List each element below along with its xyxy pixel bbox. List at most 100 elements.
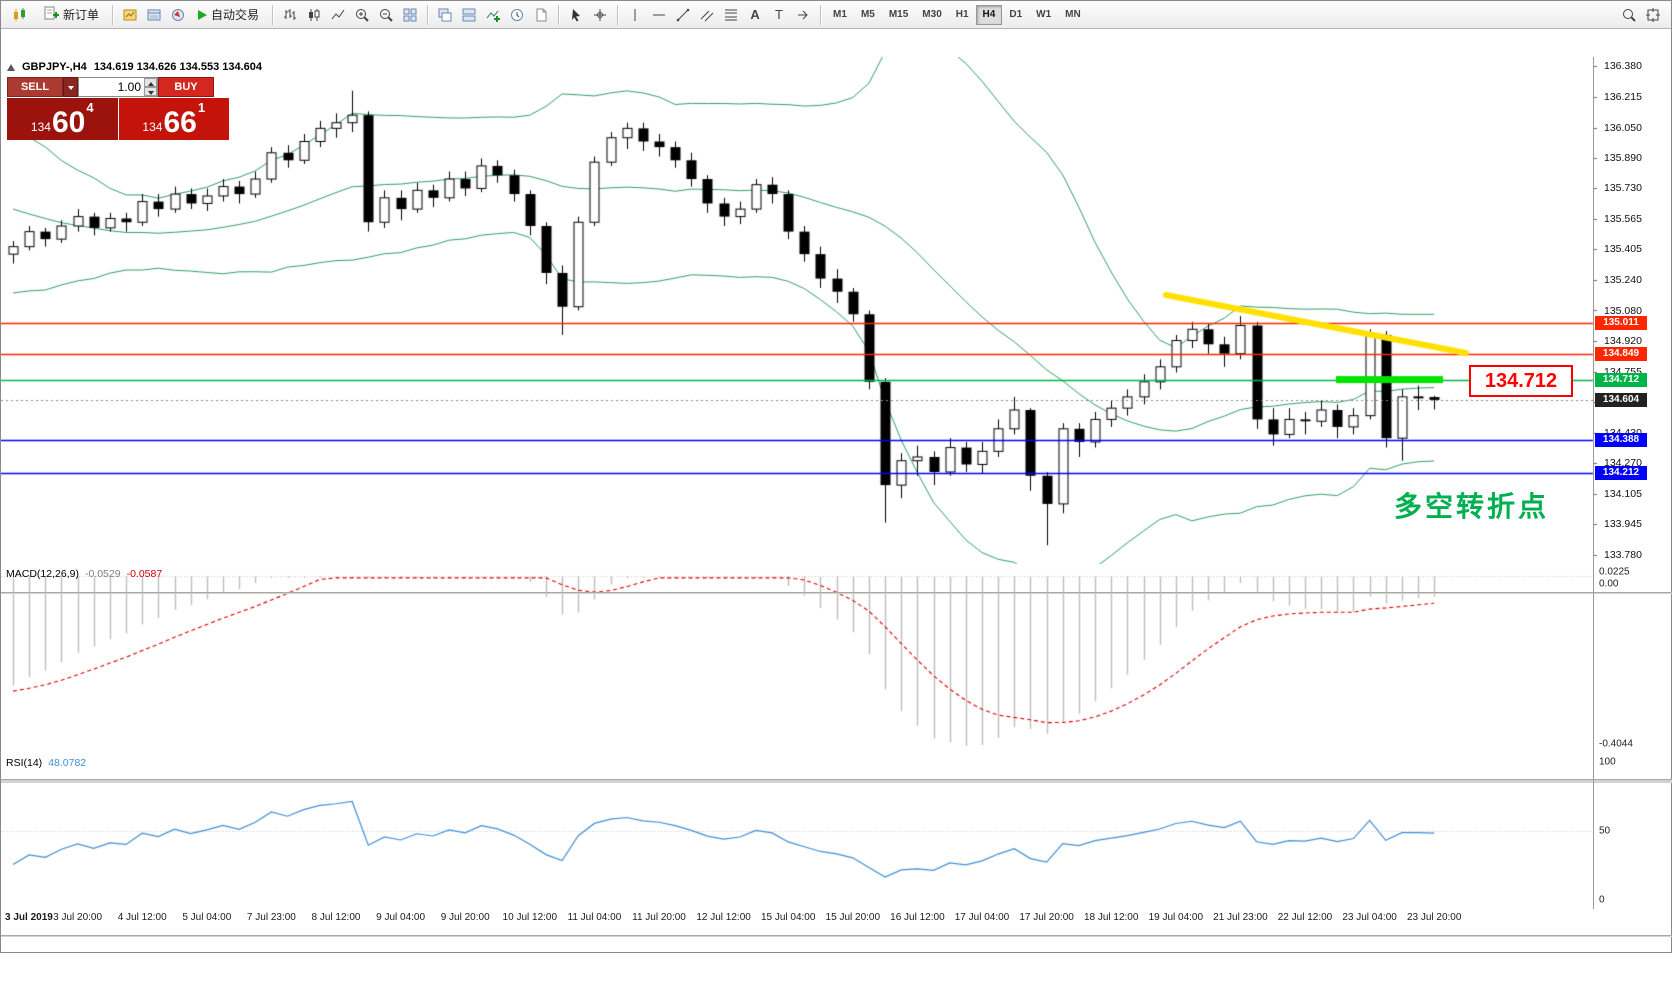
search-icon[interactable] [1617, 4, 1641, 26]
arrange-windows-icon[interactable] [457, 4, 481, 26]
tab-timeframe-d1[interactable]: D1 [1002, 5, 1029, 25]
panel-separator[interactable] [1, 592, 1672, 594]
price-chart-canvas[interactable] [1, 29, 1672, 982]
lot-size-input[interactable] [79, 78, 157, 96]
note-annotation[interactable]: 多空转折点 [1394, 491, 1550, 522]
buy-price-big: 66 [163, 105, 197, 139]
price-tick: 134.105 [1604, 487, 1642, 500]
tab-timeframe-h4[interactable]: H4 [975, 4, 1003, 25]
fibonacci-tool-icon[interactable] [719, 4, 743, 26]
trade-panel-controls: SELL BUY [7, 77, 229, 97]
tab-timeframe-m5[interactable]: M5 [854, 5, 882, 25]
price-tick: 135.890 [1604, 152, 1642, 165]
label-tool-icon[interactable]: T [767, 4, 791, 26]
chart-window: GBPJPY-,H4 134.619 134.626 134.553 134.6… [1, 29, 1672, 982]
price-callout[interactable]: 134.712 [1469, 365, 1573, 397]
buy-price-display[interactable]: 134 66 1 [118, 98, 229, 140]
tile-windows-icon[interactable] [398, 4, 422, 26]
line-chart-icon[interactable] [326, 4, 350, 26]
price-tick: 133.780 [1604, 548, 1642, 561]
rsi-name: RSI(14) [6, 757, 43, 769]
periods-icon[interactable] [505, 4, 529, 26]
lot-increase-button[interactable] [144, 78, 157, 87]
sell-button[interactable]: SELL [7, 77, 63, 97]
quote-ohlc-label: 134.619 134.626 134.553 134.604 [93, 61, 263, 73]
trendline-tool-icon[interactable] [671, 4, 695, 26]
tab-timeframe-h1[interactable]: H1 [949, 5, 976, 25]
lot-decrease-button[interactable] [144, 87, 157, 96]
indicators-icon[interactable] [481, 4, 505, 26]
rsi-indicator-label: RSI(14) 48.0782 [6, 757, 86, 769]
price-tick: 135.240 [1604, 274, 1642, 287]
trade-panel-prices: 134 60 4 134 66 1 [7, 98, 229, 140]
price-tick: 134.430 [1604, 426, 1642, 439]
lot-size-control [78, 77, 158, 97]
bar-chart-icon[interactable] [278, 4, 302, 26]
cursor-icon[interactable] [564, 4, 588, 26]
data-window-icon[interactable] [142, 4, 166, 26]
text-tool-icon[interactable]: A [743, 4, 767, 26]
quote-bar: GBPJPY-,H4 134.619 134.626 134.553 134.6… [7, 61, 262, 73]
navigator-icon[interactable] [166, 4, 190, 26]
crosshair-icon[interactable] [588, 4, 612, 26]
macd-name: MACD(12,26,9) [6, 568, 79, 580]
macd-signal-value: -0.0587 [126, 568, 163, 580]
toolbar-separator [272, 4, 274, 25]
price-tick: 135.080 [1604, 304, 1642, 317]
toolbar: 新订单 自动交易 A T M1 M5 M15 [1, 1, 1671, 29]
vertical-line-tool-icon[interactable] [623, 4, 647, 26]
sell-price-prefix: 134 [30, 120, 51, 134]
new-order-label: 新订单 [63, 8, 100, 22]
lot-spinner [144, 78, 157, 96]
templates-icon[interactable] [529, 4, 553, 26]
macd-indicator-label: MACD(12,26,9) -0.0529 -0.0587 [6, 568, 162, 580]
price-tick: 133.945 [1604, 517, 1642, 530]
price-scale[interactable]: 136.380 136.215 136.050 135.890 135.730 135.5… [1597, 29, 1672, 909]
order-type-dropdown[interactable] [63, 77, 78, 97]
channel-tool-icon[interactable] [695, 4, 719, 26]
buy-button[interactable]: BUY [158, 77, 214, 97]
timeframe-toolbar: M1 M5 M15 M30 H1 H4 D1 W1 MN [826, 4, 1088, 25]
zoom-in-icon[interactable] [350, 4, 374, 26]
quote-marker-icon [7, 63, 15, 71]
panel-separator[interactable] [1, 779, 1672, 783]
panel-separator[interactable] [1, 935, 1672, 937]
rsi-value: 48.0782 [48, 757, 87, 769]
sell-price-big: 60 [51, 105, 86, 139]
app-icon [5, 3, 35, 27]
tab-timeframe-m30[interactable]: M30 [915, 5, 948, 25]
sell-price-display[interactable]: 134 60 4 [7, 98, 119, 140]
tab-timeframe-mn[interactable]: MN [1058, 5, 1088, 25]
price-tick: 135.565 [1604, 213, 1642, 226]
tab-timeframe-m15[interactable]: M15 [882, 5, 915, 25]
tab-timeframe-w1[interactable]: W1 [1029, 5, 1058, 25]
cascade-windows-icon[interactable] [433, 4, 457, 26]
sell-price-pip: 4 [86, 100, 94, 115]
tab-timeframe-m1[interactable]: M1 [826, 5, 854, 25]
price-tick: 135.405 [1604, 243, 1642, 256]
buy-price-prefix: 134 [142, 120, 163, 134]
symbol-period-label: GBPJPY-,H4 [22, 61, 87, 73]
price-tick: 134.920 [1604, 334, 1642, 347]
price-tick: 136.380 [1604, 60, 1642, 73]
price-tick: 136.050 [1604, 122, 1642, 135]
locate-icon[interactable] [1641, 4, 1665, 26]
zoom-out-icon[interactable] [374, 4, 398, 26]
price-tick: 134.270 [1604, 456, 1642, 469]
buy-price-pip: 1 [197, 100, 206, 115]
toolbar-separator [558, 4, 560, 25]
market-watch-icon[interactable] [118, 4, 142, 26]
new-order-icon [43, 5, 59, 24]
horizontal-line-tool-icon[interactable] [647, 4, 671, 26]
price-scale-border [1593, 57, 1594, 909]
arrows-tool-icon[interactable] [791, 4, 815, 26]
autotrading-button[interactable]: 自动交易 [190, 4, 267, 26]
price-tick: 134.755 [1604, 365, 1642, 378]
price-tick: 136.215 [1604, 91, 1642, 104]
price-tick: 135.730 [1604, 182, 1642, 195]
new-order-button[interactable]: 新订单 [35, 4, 107, 26]
toolbar-separator [820, 4, 822, 25]
candlestick-chart-icon[interactable] [302, 4, 326, 26]
one-click-trading-panel: SELL BUY 134 60 4 134 [7, 77, 229, 140]
